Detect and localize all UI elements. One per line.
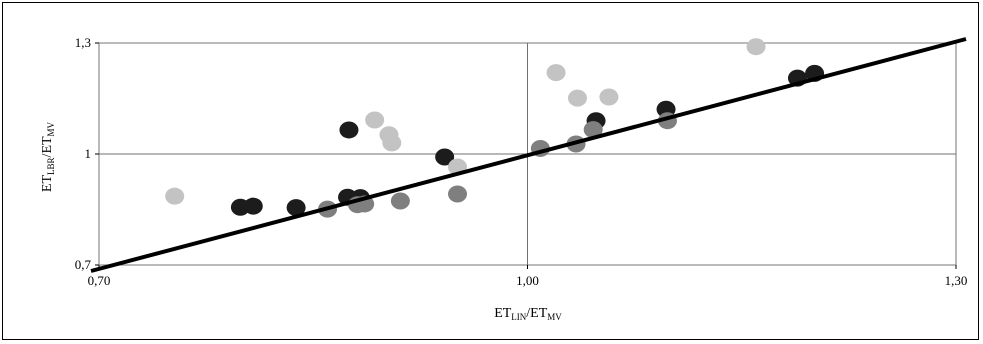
data-point-series-1 [243,197,263,215]
data-point-series-2 [583,121,603,139]
x-axis-title-subscript: LIN [511,312,526,322]
x-tick-label: 0,70 [88,273,111,288]
data-point-series-3 [382,134,402,152]
x-axis-title-part: ET [494,306,512,321]
y-tick-label: 0,7 [75,257,92,272]
reference-line-layer [90,37,967,273]
y-tick-label: 1,3 [75,35,91,50]
x-axis-title-subscript: MV [547,312,562,322]
data-point-series-2 [448,185,468,203]
data-point-series-1 [435,148,455,166]
one-to-one-line [90,37,967,273]
x-tick-label: 1,00 [516,273,539,288]
y-axis-title-subscript: MV [46,121,56,136]
points-layer [165,38,825,218]
data-point-series-3 [365,111,385,129]
scatter-chart: 0,70 1,00 1,300,711,3 ETLIN/ETMV ETLBR/ETM… [40,35,968,322]
data-point-series-3 [165,187,185,205]
data-point-series-2 [390,192,410,210]
y-tick-label: 1 [85,146,92,161]
y-axis-title-part: /ET [40,136,55,157]
data-point-series-3 [567,89,587,107]
data-point-series-3 [546,64,566,82]
y-axis-title: ETLBR/ETMV [40,121,56,192]
y-axis-title-subscript: LBR [46,157,56,175]
data-point-series-1 [339,121,359,139]
y-axis-title-part: ET [40,175,55,193]
x-tick-label: 1,30 [945,273,968,288]
x-axis-title-part: /ET [526,306,547,321]
data-point-series-3 [746,38,766,56]
axis-layer: 0,70 1,00 1,30 0,7 1 1,3 [75,35,968,288]
chart-frame: 0,70 1,00 1,30 0,7 1 1,3 ETLIN/ETMV ETLBR/ETM… [2,2,979,340]
data-point-series-1 [286,199,306,217]
data-point-series-3 [599,88,619,106]
x-axis-title: ETLIN/ETMV [494,306,562,322]
